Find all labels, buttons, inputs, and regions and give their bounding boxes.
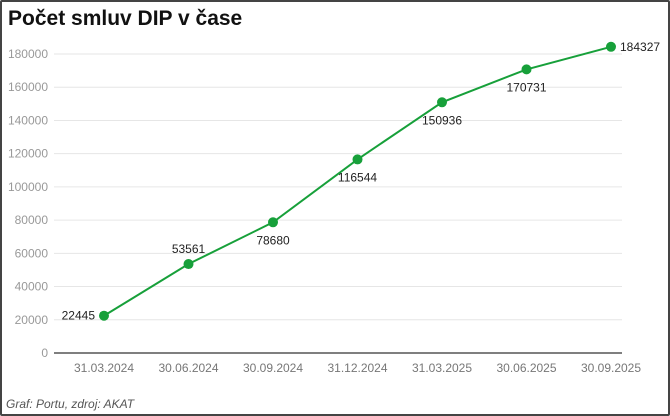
y-tick-label: 100000: [8, 180, 48, 194]
y-tick-label: 80000: [15, 213, 49, 227]
y-tick-label: 60000: [15, 246, 49, 260]
data-label: 78680: [256, 233, 290, 247]
y-tick-label: 140000: [8, 113, 48, 127]
data-point: [99, 310, 109, 321]
data-label: 22445: [62, 309, 96, 323]
data-point: [352, 154, 363, 165]
x-tick-label: 30.06.2024: [158, 361, 218, 375]
y-tick-label: 0: [41, 346, 48, 360]
y-tick-label: 120000: [8, 147, 48, 161]
chart-source: Graf: Portu, zdroj: AKAT: [6, 397, 135, 411]
y-tick-label: 180000: [8, 47, 48, 61]
x-tick-label: 31.03.2024: [74, 361, 134, 375]
x-tick-label: 30.09.2024: [243, 361, 303, 375]
y-tick-label: 40000: [15, 280, 49, 294]
x-tick-label: 30.09.2025: [581, 361, 641, 375]
x-tick-label: 31.03.2025: [412, 361, 472, 375]
chart-title: Počet smluv DIP v čase: [8, 7, 243, 30]
data-label: 150936: [422, 113, 462, 127]
data-point: [521, 64, 532, 75]
data-point: [606, 41, 616, 52]
y-tick-label: 20000: [15, 313, 49, 327]
data-label: 53561: [172, 242, 206, 256]
x-tick-label: 31.12.2024: [327, 361, 387, 375]
data-label: 116544: [338, 170, 377, 184]
data-point: [268, 217, 278, 228]
data-point: [183, 259, 194, 270]
data-label: 184327: [620, 40, 660, 54]
y-tick-label: 160000: [8, 80, 48, 94]
x-tick-label: 30.06.2025: [496, 361, 556, 375]
data-point: [437, 97, 447, 108]
data-label: 170731: [506, 80, 546, 94]
